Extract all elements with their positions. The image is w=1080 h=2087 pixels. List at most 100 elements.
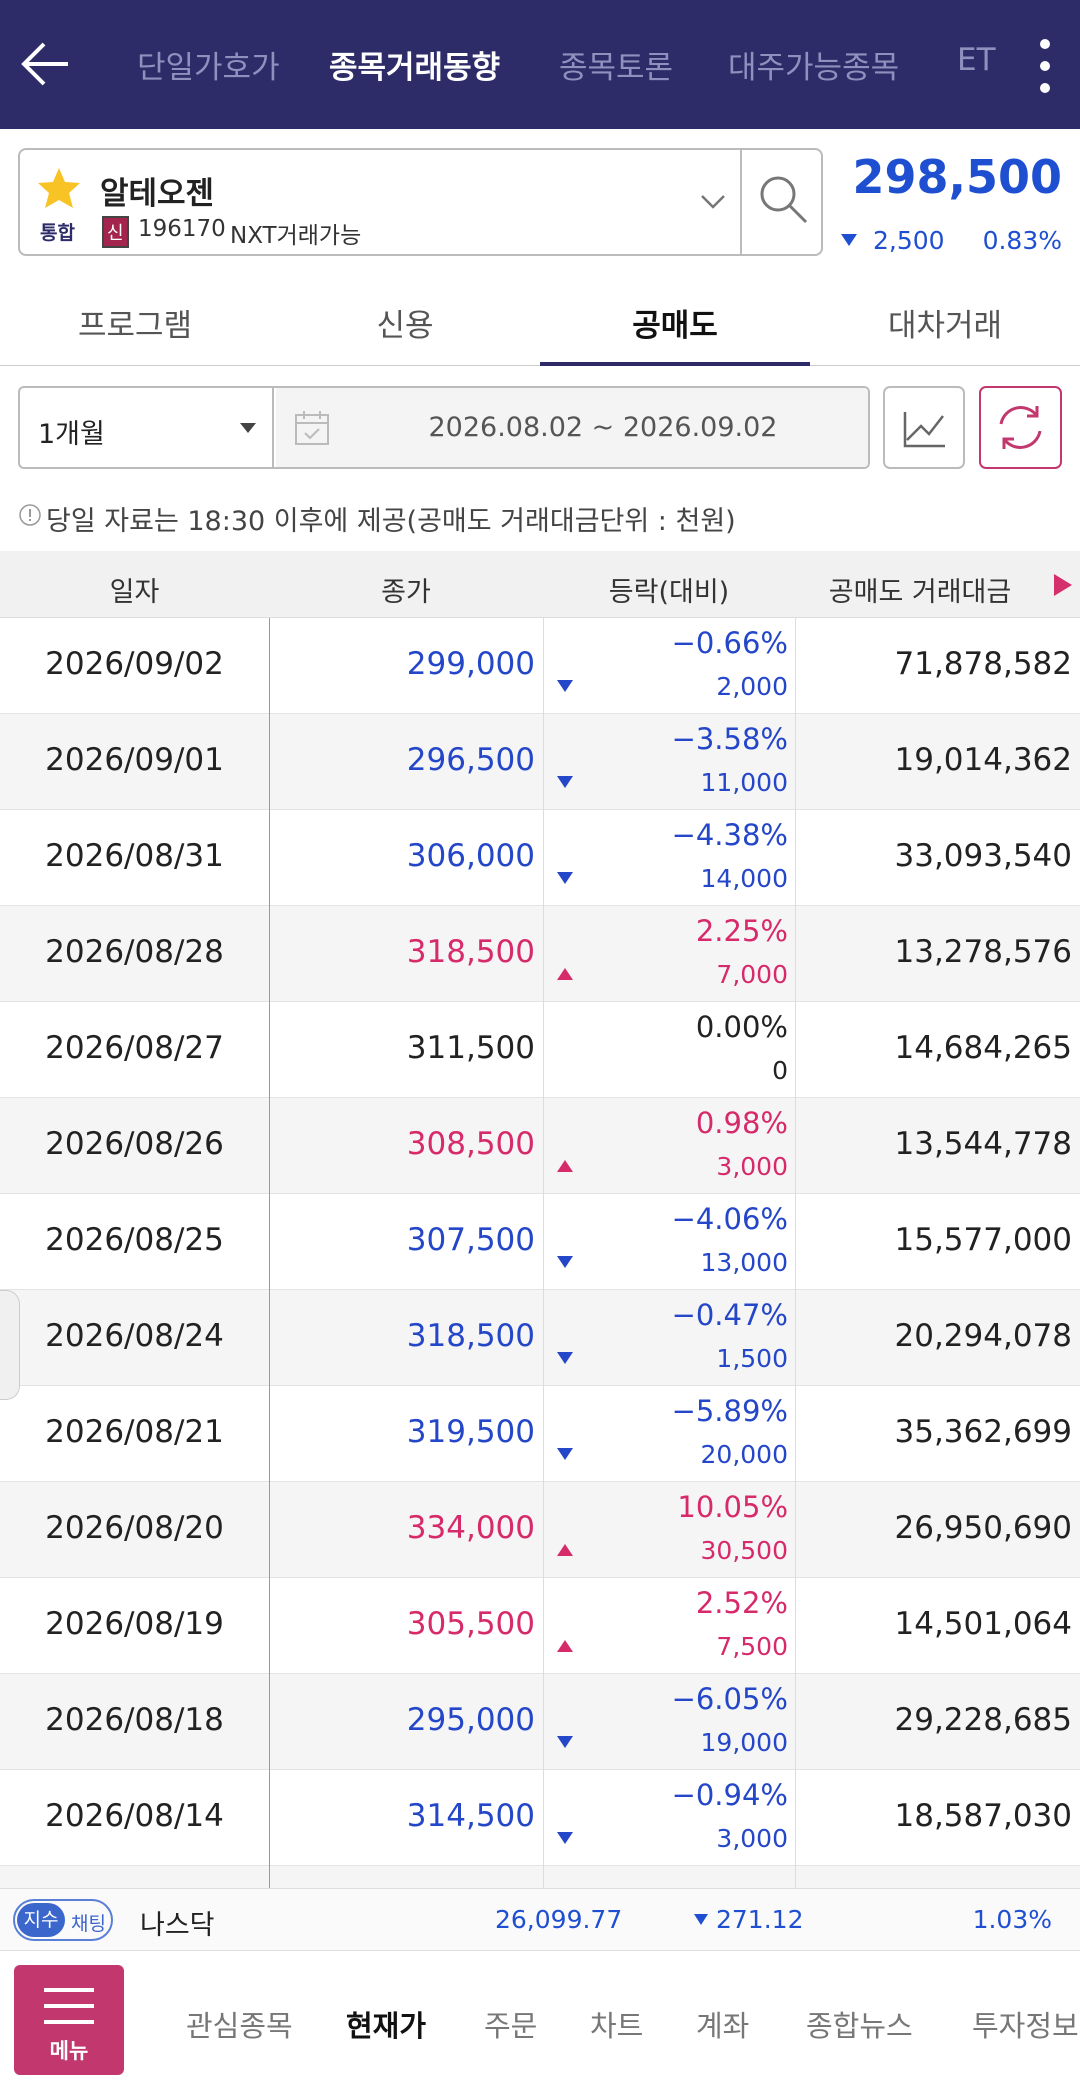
table-row[interactable]: 2026/08/27 311,500 0.00% 0 14,684,265 <box>0 1002 1080 1098</box>
short-sale-amount: 15,577,000 <box>894 1222 1073 1258</box>
table-row[interactable]: 2026/09/02 299,000 −0.66% 2,000 71,878,582 <box>0 618 1080 714</box>
table-row[interactable]: 2026/08/18 295,000 −6.05% 19,000 29,228,685 <box>0 1674 1080 1770</box>
date: 2026/08/20 <box>45 1510 224 1546</box>
close-price: 295,000 <box>406 1702 535 1738</box>
date-range[interactable]: 2026.08.02 ~ 2026.09.02 <box>276 388 868 467</box>
column-divider <box>795 1674 796 1770</box>
date: 2026/08/26 <box>45 1126 224 1162</box>
table-row[interactable] <box>0 1866 1080 1888</box>
index-name: 나스닥 <box>140 1910 215 1941</box>
column-divider <box>795 714 796 810</box>
table-row[interactable]: 2026/08/14 314,500 −0.94% 3,000 18,587,030 <box>0 1770 1080 1866</box>
more-button[interactable] <box>1035 38 1055 94</box>
column-divider <box>543 1578 544 1674</box>
up-arrow <box>557 1640 573 1652</box>
table-row[interactable]: 2026/08/28 318,500 2.25% 7,000 13,278,576 <box>0 906 1080 1002</box>
column-divider <box>269 1578 270 1674</box>
table-row[interactable]: 2026/08/25 307,500 −4.06% 13,000 15,577,000 <box>0 1194 1080 1290</box>
price-rate: 0.83% <box>982 226 1062 255</box>
index-bar: 지수 채팅 나스닥 26,099.77 271.12 1.03% <box>0 1888 1080 1951</box>
column-divider <box>795 906 796 1002</box>
nav-item[interactable]: 현재가 <box>346 2009 427 2043</box>
change-rate: −0.94% <box>671 1778 788 1812</box>
change-amount: 2,000 <box>716 672 788 701</box>
menu-button[interactable]: 메뉴 <box>14 1965 124 2075</box>
period-select[interactable]: 1개월 <box>20 388 274 467</box>
top-bar: 단일가호가 종목거래동향 종목토론 대주가능종목 ET <box>0 0 1080 129</box>
down-arrow <box>557 1736 573 1748</box>
dropdown-arrow[interactable] <box>700 192 726 210</box>
nav-item[interactable]: 종합뉴스 <box>806 2009 913 2043</box>
date: 2026/09/01 <box>45 742 224 778</box>
table-row[interactable]: 2026/08/21 319,500 −5.89% 20,000 35,362,699 <box>0 1386 1080 1482</box>
nav-item[interactable]: 차트 <box>590 2009 644 2043</box>
back-button[interactable] <box>18 40 74 88</box>
sub-tab[interactable]: 신용 <box>376 308 434 344</box>
table-row[interactable]: 2026/08/24 318,500 −0.47% 1,500 20,294,078 <box>0 1290 1080 1386</box>
menu-label: 메뉴 <box>49 2039 89 2063</box>
short-sale-amount: 20,294,078 <box>894 1318 1073 1354</box>
column-divider <box>795 1578 796 1674</box>
nav-item[interactable]: 관심종목 <box>186 2009 293 2043</box>
sub-tab[interactable]: 대차거래 <box>887 308 1003 344</box>
filter-box: 1개월 2026.08.02 ~ 2026.09.02 <box>18 386 870 469</box>
down-arrow <box>557 1256 573 1268</box>
refresh-button[interactable] <box>979 386 1062 469</box>
down-arrow <box>557 1448 573 1460</box>
change-rate: −0.47% <box>671 1298 788 1332</box>
date: 2026/08/21 <box>45 1414 224 1450</box>
sub-tab[interactable]: 프로그램 <box>77 308 193 344</box>
nav-item[interactable]: 주문 <box>484 2009 538 2043</box>
column-divider <box>543 1770 544 1866</box>
column-divider <box>795 1770 796 1866</box>
favorite-star[interactable] <box>36 166 82 210</box>
chart-button[interactable] <box>883 386 965 469</box>
short-sale-amount: 33,093,540 <box>894 838 1073 874</box>
column-divider <box>269 618 270 714</box>
column-divider <box>795 1290 796 1386</box>
column-divider <box>269 810 270 906</box>
close-price: 299,000 <box>406 646 535 682</box>
index-toggle[interactable]: 지수 채팅 <box>13 1899 113 1941</box>
column-divider <box>795 1002 796 1098</box>
change-rate: 2.25% <box>695 914 788 948</box>
sub-tab[interactable]: 공매도 <box>632 308 718 344</box>
change-amount: 1,500 <box>716 1344 788 1373</box>
credit-badge: 신 <box>102 216 129 248</box>
down-arrow <box>557 872 573 884</box>
change-amount: 20,000 <box>700 1440 788 1469</box>
side-handle[interactable] <box>0 1290 20 1400</box>
table-row[interactable]: 2026/08/31 306,000 −4.38% 14,000 33,093,540 <box>0 810 1080 906</box>
search-button[interactable] <box>758 174 810 226</box>
table-row[interactable]: 2026/08/19 305,500 2.52% 7,500 14,501,064 <box>0 1578 1080 1674</box>
nav-item[interactable]: 계좌 <box>696 2009 750 2043</box>
top-tab[interactable]: ET <box>957 42 996 78</box>
stock-selector[interactable]: 알테오젠 통합 신 196170 NXT거래가능 <box>18 148 823 256</box>
close-price: 318,500 <box>406 1318 535 1354</box>
change-amount: 7,000 <box>716 960 788 989</box>
nav-item[interactable]: 투자정보 <box>972 2009 1079 2043</box>
top-tab[interactable]: 종목거래동향 <box>329 50 501 86</box>
column-divider <box>795 1386 796 1482</box>
tab-indicator <box>540 362 810 366</box>
scroll-right-arrow[interactable] <box>1054 574 1072 596</box>
chat-badge: 채팅 <box>71 1913 106 1935</box>
date: 2026/08/19 <box>45 1606 224 1642</box>
column-divider <box>269 1770 270 1866</box>
short-sale-amount: 14,684,265 <box>894 1030 1073 1066</box>
change-amount: 0 <box>772 1056 788 1085</box>
column-divider <box>269 1386 270 1482</box>
top-tab[interactable]: 종목토론 <box>559 50 674 86</box>
date: 2026/08/25 <box>45 1222 224 1258</box>
index-rate: 1.03% <box>972 1905 1052 1934</box>
table-row[interactable]: 2026/08/20 334,000 10.05% 30,500 26,950,690 <box>0 1482 1080 1578</box>
price-change: 2,500 <box>873 226 945 255</box>
table-row[interactable]: 2026/08/26 308,500 0.98% 3,000 13,544,778 <box>0 1098 1080 1194</box>
up-arrow <box>557 1544 573 1556</box>
table-row[interactable]: 2026/09/01 296,500 −3.58% 11,000 19,014,362 <box>0 714 1080 810</box>
current-price: 298,500 <box>852 150 1062 204</box>
top-tab[interactable]: 단일가호가 <box>137 50 280 86</box>
close-price: 314,500 <box>406 1798 535 1834</box>
top-tab[interactable]: 대주가능종목 <box>728 50 900 86</box>
